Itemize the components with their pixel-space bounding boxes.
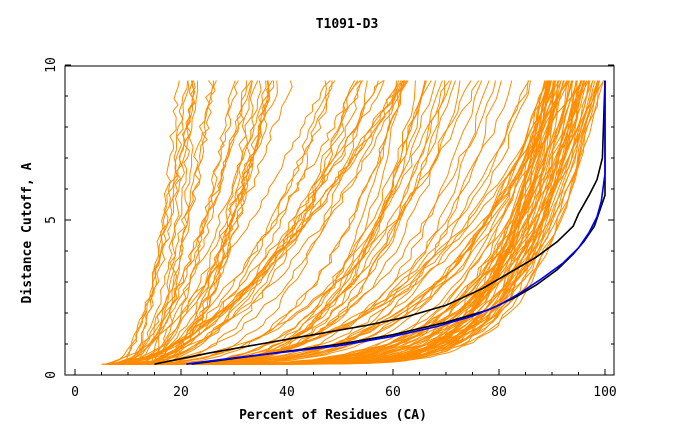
background-curve xyxy=(109,80,426,365)
background-curve xyxy=(115,80,583,365)
background-curve xyxy=(123,80,402,365)
background-curve xyxy=(130,80,599,365)
background-curve xyxy=(142,80,583,365)
background-curve xyxy=(107,80,368,365)
background-curve xyxy=(108,80,513,365)
background-curve xyxy=(125,80,400,365)
background-curve xyxy=(122,80,552,365)
background-curve xyxy=(127,80,293,365)
background-curve xyxy=(110,80,362,365)
axis-ticks: 0 20 40 60 80 100 0 5 10 xyxy=(44,57,617,400)
y-tick-label: 0 xyxy=(44,371,59,379)
background-curve xyxy=(132,80,180,365)
y-tick-label: 10 xyxy=(44,57,59,73)
background-curve xyxy=(134,80,214,365)
x-axis-label: Percent of Residues (CA) xyxy=(239,408,427,423)
background-curve xyxy=(112,80,461,365)
background-curve xyxy=(142,80,247,365)
x-tick-label: 40 xyxy=(279,385,295,400)
background-curve xyxy=(124,80,570,365)
background-curve xyxy=(114,80,565,365)
x-tick-label: 20 xyxy=(173,385,189,400)
background-curve xyxy=(131,80,194,365)
background-curve xyxy=(119,80,195,365)
background-curve xyxy=(149,80,253,365)
background-curve xyxy=(148,80,551,365)
background-curve xyxy=(112,80,189,365)
chart-title: T1091-D3 xyxy=(316,17,379,32)
y-axis-label: Distance Cutoff, A xyxy=(20,162,35,303)
background-curve xyxy=(150,80,262,365)
background-curve xyxy=(149,80,259,365)
background-curve xyxy=(127,80,555,365)
background-curve xyxy=(152,80,333,365)
highlight-curve xyxy=(154,80,606,365)
background-curve xyxy=(128,80,327,365)
background-curve xyxy=(110,80,406,365)
background-curve xyxy=(107,80,483,365)
background-curve xyxy=(118,80,530,365)
background-curve xyxy=(146,80,385,365)
background-curve xyxy=(102,80,480,365)
background-curve xyxy=(140,80,278,365)
background-curve xyxy=(130,80,239,365)
y-tick-label: 5 xyxy=(44,216,59,224)
background-curve xyxy=(152,80,426,365)
background-curves xyxy=(101,80,604,365)
background-curve xyxy=(151,80,216,365)
background-curve xyxy=(154,80,496,365)
background-curve xyxy=(105,80,190,365)
background-curve xyxy=(136,80,437,365)
background-curve xyxy=(109,80,196,365)
highlight-curves xyxy=(154,80,606,365)
x-tick-label: 80 xyxy=(491,385,507,400)
background-curve xyxy=(153,80,403,365)
x-tick-label: 100 xyxy=(593,385,616,400)
background-curve xyxy=(145,80,199,365)
background-curve xyxy=(138,80,273,365)
background-curve xyxy=(150,80,236,365)
background-curve xyxy=(110,80,217,365)
background-curve xyxy=(132,80,275,365)
background-curve xyxy=(122,80,270,365)
background-curve xyxy=(134,80,490,365)
highlight-curve xyxy=(186,80,606,365)
background-curve xyxy=(133,80,409,365)
background-curve xyxy=(133,80,359,365)
background-curve xyxy=(105,80,408,365)
x-tick-label: 60 xyxy=(385,385,401,400)
background-curve xyxy=(146,80,531,365)
background-curve xyxy=(109,80,406,365)
background-curve xyxy=(144,80,356,365)
x-tick-label: 0 xyxy=(71,385,79,400)
